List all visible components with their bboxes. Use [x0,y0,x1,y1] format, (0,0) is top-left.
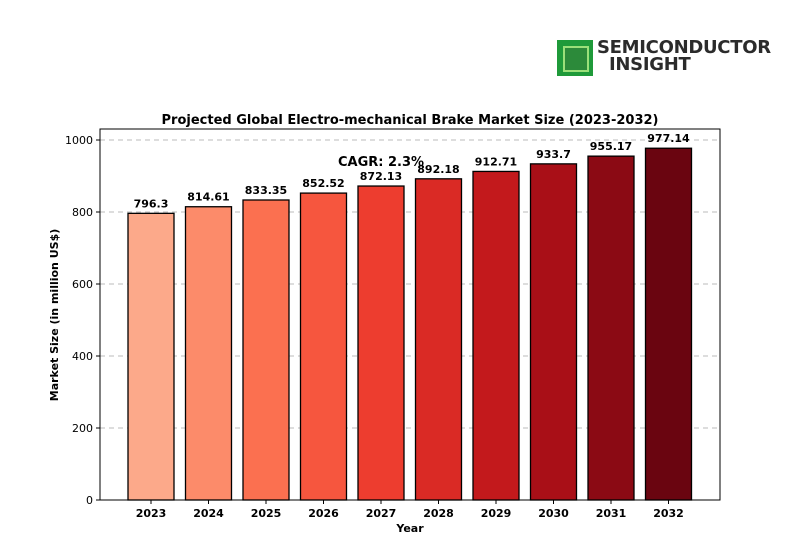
brand-line-1: SEMICONDUCTOR [597,37,771,58]
bar [587,155,635,501]
x-tick-label: 2028 [423,507,454,520]
value-label: 814.61 [187,191,229,204]
y-tick-label: 600 [72,278,93,291]
bars [127,147,693,501]
bar [242,199,290,501]
value-label: 977.14 [647,132,690,145]
x-axis-label: Year [395,522,424,535]
value-label: 872.13 [360,170,402,183]
value-label: 933.7 [536,148,571,161]
chart-title: Projected Global Electro-mechanical Brak… [162,113,659,128]
bar [414,178,463,501]
value-label: 833.35 [245,184,287,197]
value-label: 892.18 [417,163,459,176]
y-tick-label: 0 [86,494,93,507]
x-tick-label: 2032 [653,507,684,520]
value-label: 955.17 [590,140,632,153]
bar [472,170,520,501]
x-tick-label: 2030 [538,507,569,520]
y-axis: 0 200 400 600 800 1000 [65,134,100,507]
x-tick-label: 2029 [481,507,512,520]
x-axis: 2023 2024 2025 2026 2027 2028 2029 2030 2031 2032 [136,500,684,520]
x-tick-label: 2025 [251,507,282,520]
chip-icon [557,40,593,76]
y-tick-label: 400 [72,350,93,363]
value-labels: 796.3 814.61 833.35 852.52 872.13 892.18 912.7… [134,132,690,210]
y-tick-label: 800 [72,206,93,219]
value-label: 796.3 [134,197,169,210]
bar [644,147,693,501]
bar [529,163,578,501]
x-tick-label: 2024 [193,507,224,520]
cagr-annotation: CAGR: 2.3% [338,155,424,170]
y-tick-label: 1000 [65,134,93,147]
y-axis-label: Market Size (in million US$) [48,229,61,402]
x-tick-label: 2027 [366,507,397,520]
value-label: 912.71 [475,155,517,168]
brand-name: SEMICONDUCTOR INSIGHT [597,37,771,75]
value-label: 852.52 [302,177,344,190]
x-tick-label: 2026 [308,507,339,520]
bar [299,192,348,501]
bar [184,206,233,501]
y-tick-label: 200 [72,422,93,435]
brand-logo: SEMICONDUCTOR INSIGHT [557,37,772,80]
brand-line-2: INSIGHT [609,54,691,75]
plot-frame [99,128,721,501]
bar [127,212,175,501]
bar [357,185,405,501]
x-tick-label: 2023 [136,507,167,520]
x-tick-label: 2031 [596,507,627,520]
